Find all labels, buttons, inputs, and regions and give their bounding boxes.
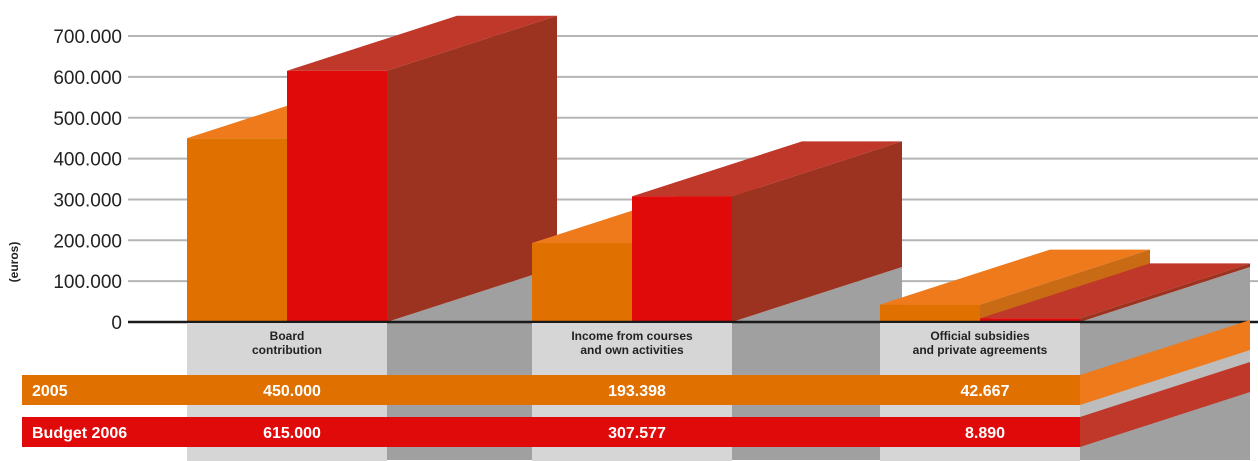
bar-2006-top bbox=[632, 141, 902, 197]
bar-2006 bbox=[632, 196, 732, 322]
floor-side bbox=[387, 267, 557, 460]
y-tick-label: 700.000 bbox=[53, 27, 122, 48]
bar-2006 bbox=[287, 70, 387, 323]
y-tick-label: 300.000 bbox=[53, 190, 122, 211]
data-label: 193.398 bbox=[608, 383, 666, 400]
y-tick-label: 500.000 bbox=[53, 109, 122, 130]
y-tick-label: 100.000 bbox=[53, 272, 122, 293]
y-tick-label: 200.000 bbox=[53, 231, 122, 252]
category-label: Official subsidies bbox=[930, 329, 1030, 343]
bar-2005-side bbox=[980, 249, 1150, 322]
bar-2006-side bbox=[732, 141, 902, 322]
bar-2006-top bbox=[287, 15, 557, 71]
y-axis-ticks: 0 100.000 200.000 300.000 400.000 500.000 600.… bbox=[53, 27, 122, 334]
table-row bbox=[22, 375, 1080, 405]
bars bbox=[187, 15, 1250, 323]
table-row bbox=[22, 417, 1080, 447]
y-tick-label: 400.000 bbox=[53, 150, 122, 171]
category-label: and own activities bbox=[580, 343, 684, 357]
value-table: 2005 450.000 193.398 42.667 Budget 2006 615.0… bbox=[22, 320, 1250, 447]
data-label: 307.577 bbox=[608, 425, 666, 442]
data-label: 615.000 bbox=[263, 425, 321, 442]
table-row-side bbox=[1080, 362, 1250, 447]
series-name: Budget 2006 bbox=[32, 425, 127, 442]
data-label: 450.000 bbox=[263, 383, 321, 400]
floor-side bbox=[732, 267, 902, 460]
series-name: 2005 bbox=[32, 383, 68, 400]
bar-2006 bbox=[980, 318, 1080, 322]
bar-2006-side bbox=[1080, 263, 1250, 322]
bar-2005 bbox=[187, 138, 287, 322]
y-axis-label: (euros) bbox=[7, 242, 21, 283]
data-label: 8.890 bbox=[965, 425, 1005, 442]
table-row-side bbox=[1080, 320, 1250, 405]
bar-2006-top bbox=[980, 263, 1250, 319]
category-label: Income from courses bbox=[571, 329, 693, 343]
bar-2005 bbox=[532, 242, 632, 322]
data-label: 42.667 bbox=[961, 383, 1010, 400]
category-label: Board bbox=[270, 329, 305, 343]
category-label: and private agreements bbox=[913, 343, 1048, 357]
y-tick-label: 600.000 bbox=[53, 68, 122, 89]
bar-2006-side bbox=[387, 15, 557, 323]
category-label: contribution bbox=[252, 343, 322, 357]
bar-2005 bbox=[880, 304, 980, 322]
y-tick-label: 0 bbox=[111, 313, 122, 334]
bar-2005-top bbox=[880, 249, 1150, 305]
